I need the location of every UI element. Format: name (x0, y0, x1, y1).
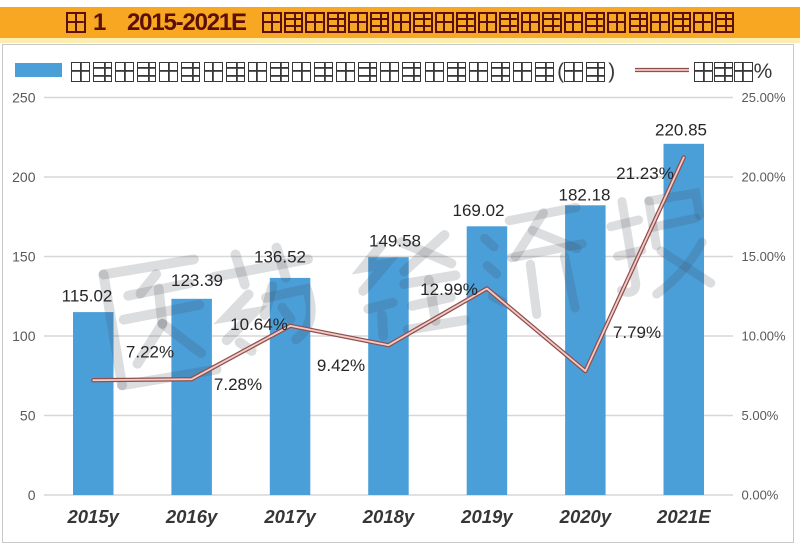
svg-text:2021E: 2021E (656, 506, 711, 527)
svg-text:115.02: 115.02 (62, 287, 113, 306)
svg-text:2020y: 2020y (559, 506, 613, 527)
svg-text:136.52: 136.52 (254, 248, 306, 267)
svg-text:2016y: 2016y (165, 506, 219, 527)
svg-text:20.00%: 20.00% (742, 170, 787, 185)
svg-text:7.22%: 7.22% (126, 343, 174, 362)
svg-text:100: 100 (12, 328, 36, 344)
svg-text:149.58: 149.58 (369, 232, 421, 251)
svg-text:250: 250 (12, 90, 36, 106)
svg-text:21.23%: 21.23% (616, 164, 674, 183)
svg-text:10.00%: 10.00% (742, 329, 787, 344)
svg-text:12.99%: 12.99% (420, 280, 478, 299)
svg-text:10.64%: 10.64% (230, 315, 288, 334)
svg-text:2015y: 2015y (66, 506, 120, 527)
svg-text:200: 200 (12, 169, 36, 185)
svg-text:0: 0 (28, 487, 36, 503)
svg-text:7.28%: 7.28% (214, 375, 262, 394)
svg-text:25.00%: 25.00% (742, 90, 787, 105)
svg-text:2017y: 2017y (263, 506, 317, 527)
svg-text:150: 150 (12, 249, 36, 265)
svg-text:169.02: 169.02 (453, 201, 505, 220)
svg-text:182.18: 182.18 (559, 186, 611, 205)
svg-text:0.00%: 0.00% (742, 488, 779, 503)
svg-text:9.42%: 9.42% (317, 356, 365, 375)
svg-text:123.39: 123.39 (171, 271, 223, 290)
svg-text:220.85: 220.85 (655, 121, 707, 140)
svg-text:15.00%: 15.00% (742, 249, 787, 264)
svg-text:5.00%: 5.00% (742, 408, 779, 423)
svg-text:2019y: 2019y (460, 506, 514, 527)
svg-text:50: 50 (20, 408, 36, 424)
svg-text:2018y: 2018y (362, 506, 416, 527)
svg-text:7.79%: 7.79% (613, 323, 661, 342)
